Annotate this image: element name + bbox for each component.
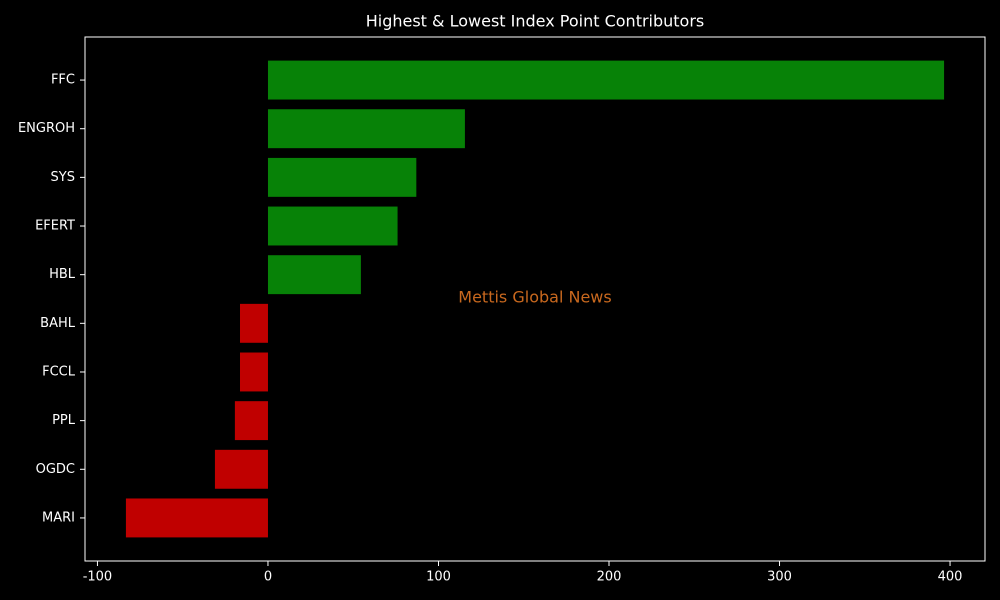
y-tick-label: PPL: [52, 413, 76, 428]
y-tick-label: BAHL: [40, 316, 76, 331]
y-tick-label: FFC: [51, 73, 75, 88]
bar: [240, 352, 268, 392]
x-tick-label: -100: [83, 570, 113, 585]
x-tick-label: 100: [426, 570, 451, 585]
x-tick-label: 300: [767, 570, 792, 585]
y-tick-label: MARI: [42, 510, 75, 525]
watermark: Mettis Global News: [458, 288, 611, 307]
bar: [267, 206, 398, 246]
chart-title: Highest & Lowest Index Point Contributor…: [366, 12, 705, 31]
y-tick-label: HBL: [49, 267, 76, 282]
y-tick-label: FCCL: [42, 364, 76, 379]
bar: [240, 303, 268, 343]
bar: [267, 109, 465, 149]
bar: [267, 255, 361, 295]
bar: [267, 60, 945, 100]
y-tick-label: SYS: [51, 170, 75, 185]
plot-frame: [84, 36, 986, 562]
bar: [214, 449, 268, 489]
x-tick-label: 400: [938, 570, 963, 585]
x-tick-label: 200: [597, 570, 622, 585]
bar: [234, 401, 268, 441]
x-tick-label: 0: [264, 570, 272, 585]
y-tick-label: ENGROH: [18, 121, 75, 136]
bar: [267, 157, 417, 197]
bar: [125, 498, 268, 538]
y-tick-label: OGDC: [36, 462, 75, 477]
y-tick-label: EFERT: [35, 219, 75, 234]
